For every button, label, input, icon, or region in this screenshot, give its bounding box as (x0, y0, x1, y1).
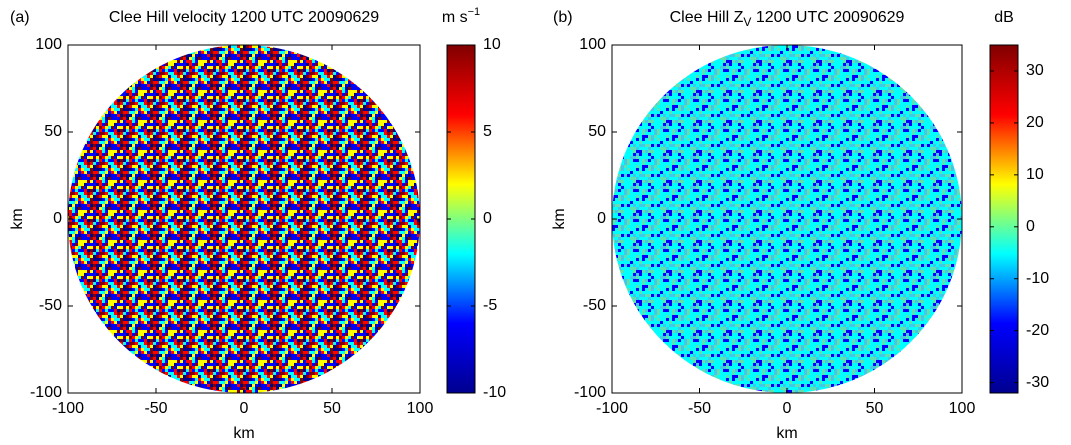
y-axis-label: km (551, 208, 568, 229)
title-subscript: V (743, 15, 751, 29)
panel-label: (b) (553, 9, 573, 26)
x-tick-label: 0 (783, 400, 792, 417)
x-tick-label: -100 (52, 400, 84, 417)
colorbar-tick-label: 10 (483, 36, 501, 53)
colorbar-frame (989, 44, 1019, 394)
colorbar-label: m s−1 (442, 6, 480, 26)
chart-title: Clee Hill velocity 1200 UTC 20090629 (109, 9, 379, 26)
title-text: 1200 UTC 20090629 (751, 9, 904, 26)
y-tick-label: -50 (39, 297, 62, 314)
colorbar-tick-label: 10 (1026, 166, 1044, 183)
x-tick-label: 100 (407, 400, 434, 417)
colorbar-tick-label: 0 (1026, 218, 1035, 235)
colorbar-tick-label: 30 (1026, 62, 1044, 79)
colorbar (447, 45, 475, 393)
chart-title: Clee Hill ZV 1200 UTC 20090629 (670, 9, 905, 29)
colorbar-unit-sup: −1 (468, 6, 481, 18)
y-tick-label: 100 (579, 36, 606, 53)
title-text: Clee Hill Z (670, 9, 744, 26)
colorbar-tick-label: 0 (483, 210, 492, 227)
x-tick-label: 0 (240, 400, 249, 417)
x-axis-label: km (776, 425, 797, 442)
y-tick-label: 50 (44, 123, 62, 140)
y-tick-label: 0 (597, 210, 606, 227)
colorbar-tick-label: 5 (483, 123, 492, 140)
colorbar-tick-label: -10 (483, 384, 506, 401)
x-axis-label: km (233, 425, 254, 442)
y-tick-label: 50 (588, 123, 606, 140)
y-tick-label: 100 (35, 36, 62, 53)
x-tick-label: -50 (144, 400, 167, 417)
radar-field (612, 45, 962, 393)
radar-field (68, 45, 420, 393)
colorbar (990, 45, 1018, 393)
colorbar-label: dB (994, 9, 1014, 26)
colorbar-unit: m s (442, 9, 468, 26)
x-tick-label: 100 (949, 400, 976, 417)
colorbar-unit: dB (994, 9, 1014, 26)
colorbar-tick-label: -10 (1026, 270, 1049, 287)
title-text: Clee Hill velocity 1200 UTC 20090629 (109, 9, 379, 26)
panel-label: (a) (10, 9, 30, 26)
y-tick-label: -50 (583, 297, 606, 314)
y-tick-label: -100 (30, 384, 62, 401)
colorbar-tick-label: -5 (483, 297, 497, 314)
colorbar-tick-label: -30 (1026, 374, 1049, 391)
colorbar-tick-label: 20 (1026, 114, 1044, 131)
x-tick-label: -100 (596, 400, 628, 417)
y-tick-label: 0 (53, 210, 62, 227)
y-axis-label: km (9, 208, 26, 229)
x-tick-label: 50 (866, 400, 884, 417)
colorbar-tick-label: -20 (1026, 322, 1049, 339)
x-tick-label: 50 (323, 400, 341, 417)
y-tick-label: -100 (574, 384, 606, 401)
x-tick-label: -50 (688, 400, 711, 417)
